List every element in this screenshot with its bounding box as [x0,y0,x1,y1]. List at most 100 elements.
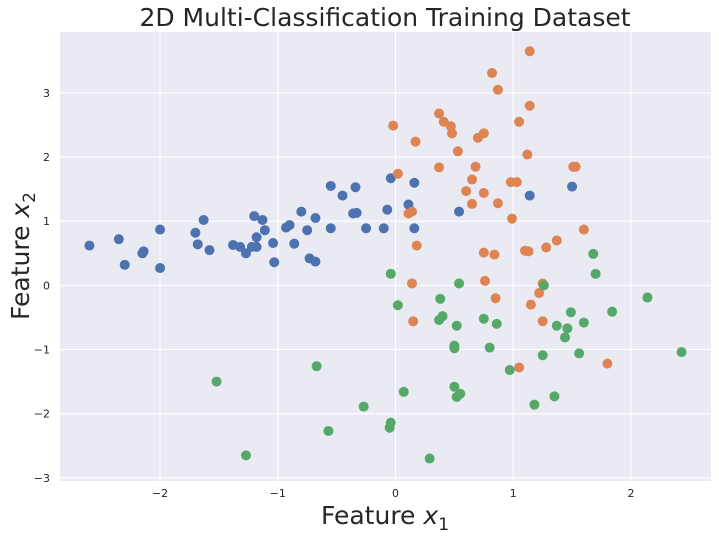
data-point [268,238,279,249]
data-point [470,161,481,172]
data-point [323,425,334,436]
data-point [388,120,399,131]
data-point [590,268,601,279]
data-point [524,46,535,57]
series-2 [388,46,613,373]
plot-background [60,32,711,481]
data-point [437,311,448,322]
data-point [454,278,465,289]
y-axis-label: Feature x2 [6,192,40,320]
data-point [325,223,336,234]
data-point [302,225,313,236]
data-point [538,280,549,291]
data-point [84,240,95,251]
series-3 [211,248,687,464]
data-point [562,323,573,334]
y-tick-labels: −3 −2 −1 0 1 2 3 [34,87,50,485]
data-point [588,248,599,259]
data-point [392,300,403,311]
data-point [492,84,503,95]
data-point [289,238,300,249]
data-point [235,241,246,252]
data-point [523,246,534,257]
data-point [578,224,589,235]
data-point [411,240,422,251]
data-point [541,242,552,253]
x-tick-label: −2 [152,487,168,500]
data-point [549,391,560,402]
data-point [489,249,500,260]
data-point [478,313,489,324]
data-point [138,246,149,257]
series-1 [84,173,578,274]
data-point [198,214,209,225]
data-point [350,182,361,193]
data-point [378,223,389,234]
data-point [155,224,166,235]
data-points [84,46,687,464]
data-point [467,198,478,209]
data-point [406,278,417,289]
x-tick-label: 0 [392,487,399,500]
data-point [522,149,533,160]
chart-title: 2D Multi-Classification Training Dataset [139,3,630,32]
data-point [560,332,571,343]
data-point [351,207,362,218]
data-point [385,417,396,428]
data-point [251,241,262,252]
data-point [642,292,653,303]
data-point [435,293,446,304]
data-point [241,248,251,259]
x-tick-label: −1 [270,487,286,500]
data-point [204,245,215,256]
data-point [251,232,262,243]
data-point [478,247,489,258]
data-point [478,128,489,139]
data-point [410,136,421,147]
data-point [409,177,420,188]
data-point [451,320,462,331]
data-point [524,100,535,111]
data-point [570,161,581,172]
y-tick-label: 2 [43,151,50,164]
data-point [478,187,489,198]
data-point [337,190,348,201]
data-point [607,306,618,317]
x-tick-label: 1 [510,487,517,500]
data-point [211,376,222,387]
data-point [259,225,270,236]
data-point [190,227,201,238]
data-point [537,316,548,327]
data-point [511,177,522,188]
data-point [514,116,525,127]
data-point [447,128,458,139]
data-point [310,256,321,267]
data-point [325,180,336,191]
data-point [249,211,260,222]
data-point [525,299,536,310]
data-point [567,181,578,192]
data-point [358,401,369,412]
data-point [490,293,501,304]
data-point [310,213,321,224]
data-point [491,318,502,329]
data-point [406,206,417,217]
x-tick-label: 2 [627,487,634,500]
y-tick-label: −2 [34,408,50,421]
data-point [361,223,372,234]
data-point [385,268,396,279]
data-point [479,275,490,286]
data-point [409,223,420,234]
data-point [454,206,465,217]
data-point [434,108,445,119]
data-point [398,386,409,397]
data-point [119,259,130,270]
data-point [434,162,445,173]
data-point [269,257,280,268]
data-point [113,234,124,245]
data-point [504,365,515,376]
data-point [461,186,472,197]
x-axis-label: Feature x1 [321,501,449,535]
data-point [507,213,518,224]
